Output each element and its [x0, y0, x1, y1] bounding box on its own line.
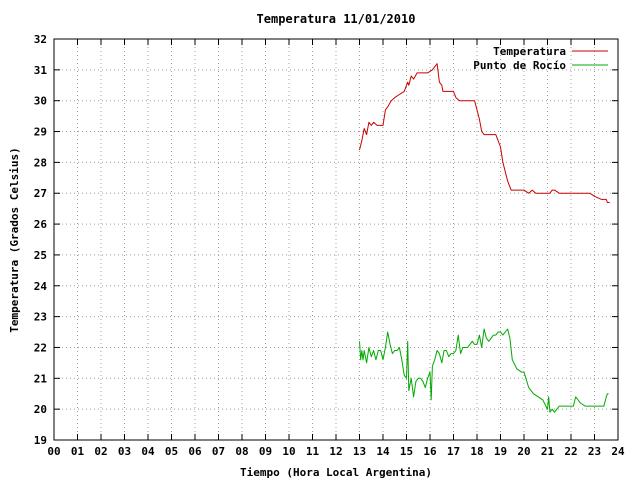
y-tick-label: 28	[34, 156, 47, 169]
y-axis-label: Temperatura (Grados Celsius)	[8, 147, 21, 332]
x-tick-label: 05	[165, 445, 178, 458]
x-tick-label: 22	[564, 445, 577, 458]
x-tick-label: 06	[188, 445, 202, 458]
series-lines	[359, 63, 610, 413]
series-line-1	[359, 328, 609, 413]
x-tick-label: 04	[141, 445, 155, 458]
series-line-0	[359, 63, 610, 203]
y-tick-label: 30	[34, 95, 47, 108]
chart-title: Temperatura 11/01/2010	[257, 12, 416, 26]
x-tick-label: 07	[212, 445, 225, 458]
legend-label: Punto de Rocío	[473, 59, 566, 72]
y-tick-label: 25	[34, 249, 47, 262]
x-tick-label: 10	[282, 445, 295, 458]
x-tick-label: 12	[329, 445, 342, 458]
y-tick-label: 27	[34, 187, 47, 200]
x-tick-label: 24	[611, 445, 625, 458]
y-tick-label: 21	[34, 372, 48, 385]
y-tick-label: 20	[34, 403, 47, 416]
grid-lines	[54, 39, 618, 440]
legend-label: Temperatura	[493, 45, 566, 58]
x-tick-label: 19	[494, 445, 507, 458]
y-tick-label: 26	[34, 218, 48, 231]
x-tick-label: 15	[400, 445, 413, 458]
x-tick-label: 17	[447, 445, 460, 458]
x-tick-label: 03	[118, 445, 131, 458]
y-tick-label: 24	[34, 280, 48, 293]
y-tick-label: 32	[34, 33, 47, 46]
plot-frame	[53, 38, 619, 441]
x-tick-label: 02	[94, 445, 107, 458]
x-tick-label: 01	[71, 445, 85, 458]
y-tick-label: 31	[34, 64, 48, 77]
x-tick-label: 21	[541, 445, 555, 458]
x-tick-label: 23	[588, 445, 601, 458]
x-tick-label: 08	[235, 445, 248, 458]
y-tick-label: 19	[34, 434, 47, 447]
x-axis-label: Tiempo (Hora Local Argentina)	[240, 466, 432, 479]
y-tick-label: 22	[34, 341, 47, 354]
x-tick-label: 14	[376, 445, 390, 458]
x-tick-label: 09	[259, 445, 272, 458]
y-tick-label: 23	[34, 311, 47, 324]
x-tick-label: 20	[517, 445, 530, 458]
x-tick-label: 00	[47, 445, 60, 458]
x-tick-label: 11	[306, 445, 320, 458]
x-tick-label: 18	[470, 445, 483, 458]
axis-ticks: 00 01 02 03 04 05 06 07 08 09 10 11 12 13 14 15 16 17 18 19…	[34, 33, 625, 458]
y-tick-label: 29	[34, 126, 47, 139]
x-tick-label: 16	[423, 445, 437, 458]
x-tick-label: 13	[353, 445, 366, 458]
